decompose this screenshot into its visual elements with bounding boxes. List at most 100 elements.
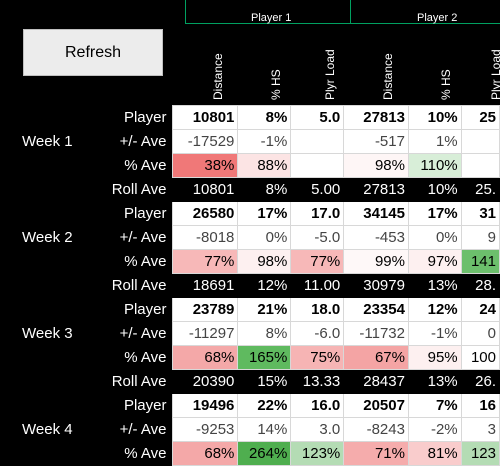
cell-roll[interactable]: 13% bbox=[407, 369, 462, 394]
cell-pct[interactable]: 95% bbox=[407, 345, 462, 370]
cell-diff[interactable]: -17529 bbox=[172, 129, 239, 154]
cell-player[interactable]: 31 bbox=[460, 201, 500, 226]
cell-diff[interactable]: 3.0 bbox=[290, 417, 345, 442]
row-label-player: Player bbox=[96, 201, 173, 226]
week-3-diff-row: Week 3 +/- Ave -11297 8% -6.0 -11732 -1% 0 bbox=[0, 321, 500, 346]
cell-diff[interactable]: 14% bbox=[237, 417, 292, 442]
cell-pct[interactable]: 67% bbox=[343, 345, 409, 370]
cell-player[interactable]: 21% bbox=[237, 297, 292, 322]
cell-roll[interactable]: 28437 bbox=[343, 369, 409, 394]
week-3-player-row: Player 23789 21% 18.0 23354 12% 24 bbox=[0, 297, 500, 322]
cell-diff[interactable]: 9 bbox=[460, 225, 500, 250]
cell-diff[interactable]: -8018 bbox=[172, 225, 239, 250]
cell-player[interactable]: 16 bbox=[460, 393, 500, 418]
cell-roll[interactable]: 13.33 bbox=[290, 369, 345, 394]
cell-roll[interactable]: 10% bbox=[407, 177, 462, 202]
cell-player[interactable]: 17.0 bbox=[290, 201, 345, 226]
cell-diff[interactable]: 3 bbox=[460, 417, 500, 442]
cell-player[interactable]: 27813 bbox=[343, 105, 409, 130]
cell-roll[interactable]: 25. bbox=[460, 177, 500, 202]
cell-pct[interactable]: 81% bbox=[407, 441, 462, 466]
cell-player[interactable]: 20507 bbox=[343, 393, 409, 418]
cell-pct[interactable]: 68% bbox=[172, 441, 239, 466]
cell-player[interactable]: 24 bbox=[460, 297, 500, 322]
cell-player[interactable]: 34145 bbox=[343, 201, 409, 226]
cell-pct[interactable]: 77% bbox=[290, 249, 345, 274]
cell-diff[interactable]: -11732 bbox=[343, 321, 409, 346]
cell-pct[interactable]: 110% bbox=[407, 153, 462, 178]
cell-diff[interactable]: -1% bbox=[237, 129, 292, 154]
week-2-pct-row: % Ave 77% 98% 77% 99% 97% 141 bbox=[0, 249, 500, 274]
week-label-spacer bbox=[0, 345, 97, 370]
cell-diff[interactable]: -9253 bbox=[172, 417, 239, 442]
week-label-spacer bbox=[0, 441, 97, 466]
cell-diff[interactable]: 0 bbox=[460, 321, 500, 346]
cell-diff[interactable]: -5.0 bbox=[290, 225, 345, 250]
cell-player[interactable]: 8% bbox=[237, 105, 292, 130]
cell-diff[interactable]: -2% bbox=[407, 417, 462, 442]
cell-player[interactable]: 12% bbox=[407, 297, 462, 322]
cell-roll[interactable]: 15% bbox=[237, 369, 292, 394]
cell-diff[interactable]: -6.0 bbox=[290, 321, 345, 346]
cell-pct[interactable]: 165% bbox=[237, 345, 292, 370]
cell-diff[interactable]: 0% bbox=[237, 225, 292, 250]
cell-pct[interactable]: 38% bbox=[172, 153, 239, 178]
cell-pct[interactable]: 123 bbox=[460, 441, 500, 466]
cell-roll[interactable]: 12% bbox=[237, 273, 292, 298]
cell-player[interactable]: 5.0 bbox=[290, 105, 345, 130]
cell-player[interactable]: 17% bbox=[237, 201, 292, 226]
cell-pct[interactable]: 141 bbox=[460, 249, 500, 274]
cell-player[interactable]: 23789 bbox=[172, 297, 239, 322]
cell-roll[interactable]: 28. bbox=[460, 273, 500, 298]
cell-roll[interactable]: 26. bbox=[460, 369, 500, 394]
cell-roll[interactable]: 30979 bbox=[343, 273, 409, 298]
cell-roll[interactable]: 18691 bbox=[172, 273, 239, 298]
cell-player[interactable]: 19496 bbox=[172, 393, 239, 418]
cell-diff[interactable] bbox=[290, 129, 345, 154]
cell-diff[interactable]: -517 bbox=[343, 129, 409, 154]
cell-player[interactable]: 18.0 bbox=[290, 297, 345, 322]
cell-player[interactable]: 16.0 bbox=[290, 393, 345, 418]
cell-diff[interactable]: -453 bbox=[343, 225, 409, 250]
cell-roll[interactable]: 5.00 bbox=[290, 177, 345, 202]
cell-pct[interactable]: 68% bbox=[172, 345, 239, 370]
cell-diff[interactable]: 0% bbox=[407, 225, 462, 250]
cell-roll[interactable]: 10801 bbox=[172, 177, 239, 202]
cell-diff[interactable]: 1% bbox=[407, 129, 462, 154]
cell-pct[interactable]: 71% bbox=[343, 441, 409, 466]
cell-roll[interactable]: 8% bbox=[237, 177, 292, 202]
cell-pct[interactable]: 88% bbox=[237, 153, 292, 178]
cell-pct[interactable]: 97% bbox=[407, 249, 462, 274]
cell-diff[interactable]: 8% bbox=[237, 321, 292, 346]
row-label-diff: +/- Ave bbox=[96, 129, 173, 154]
cell-pct[interactable]: 98% bbox=[237, 249, 292, 274]
cell-pct[interactable]: 98% bbox=[343, 153, 409, 178]
cell-player[interactable]: 10801 bbox=[172, 105, 239, 130]
cell-pct[interactable] bbox=[290, 153, 345, 178]
week-4-pct-row: % Ave 68% 264% 123% 71% 81% 123 bbox=[0, 441, 500, 466]
cell-player[interactable]: 23354 bbox=[343, 297, 409, 322]
cell-player[interactable]: 7% bbox=[407, 393, 462, 418]
cell-pct[interactable]: 264% bbox=[237, 441, 292, 466]
refresh-button[interactable]: Refresh bbox=[23, 29, 163, 76]
col-header-load-1: Plyr Load bbox=[323, 49, 337, 100]
cell-player[interactable]: 26580 bbox=[172, 201, 239, 226]
cell-player[interactable]: 17% bbox=[407, 201, 462, 226]
cell-diff[interactable]: -11297 bbox=[172, 321, 239, 346]
cell-roll[interactable]: 20390 bbox=[172, 369, 239, 394]
cell-roll[interactable]: 11.00 bbox=[290, 273, 345, 298]
cell-player[interactable]: 22% bbox=[237, 393, 292, 418]
cell-roll[interactable]: 13% bbox=[407, 273, 462, 298]
cell-player[interactable]: 25 bbox=[460, 105, 500, 130]
cell-player[interactable]: 10% bbox=[407, 105, 462, 130]
cell-pct[interactable]: 99% bbox=[343, 249, 409, 274]
cell-diff[interactable]: -1% bbox=[407, 321, 462, 346]
cell-pct[interactable]: 123% bbox=[290, 441, 345, 466]
cell-pct[interactable]: 77% bbox=[172, 249, 239, 274]
cell-diff[interactable]: -8243 bbox=[343, 417, 409, 442]
cell-diff[interactable] bbox=[460, 129, 500, 154]
cell-pct[interactable] bbox=[460, 153, 500, 178]
cell-pct[interactable]: 100 bbox=[460, 345, 500, 370]
cell-pct[interactable]: 75% bbox=[290, 345, 345, 370]
cell-roll[interactable]: 27813 bbox=[343, 177, 409, 202]
